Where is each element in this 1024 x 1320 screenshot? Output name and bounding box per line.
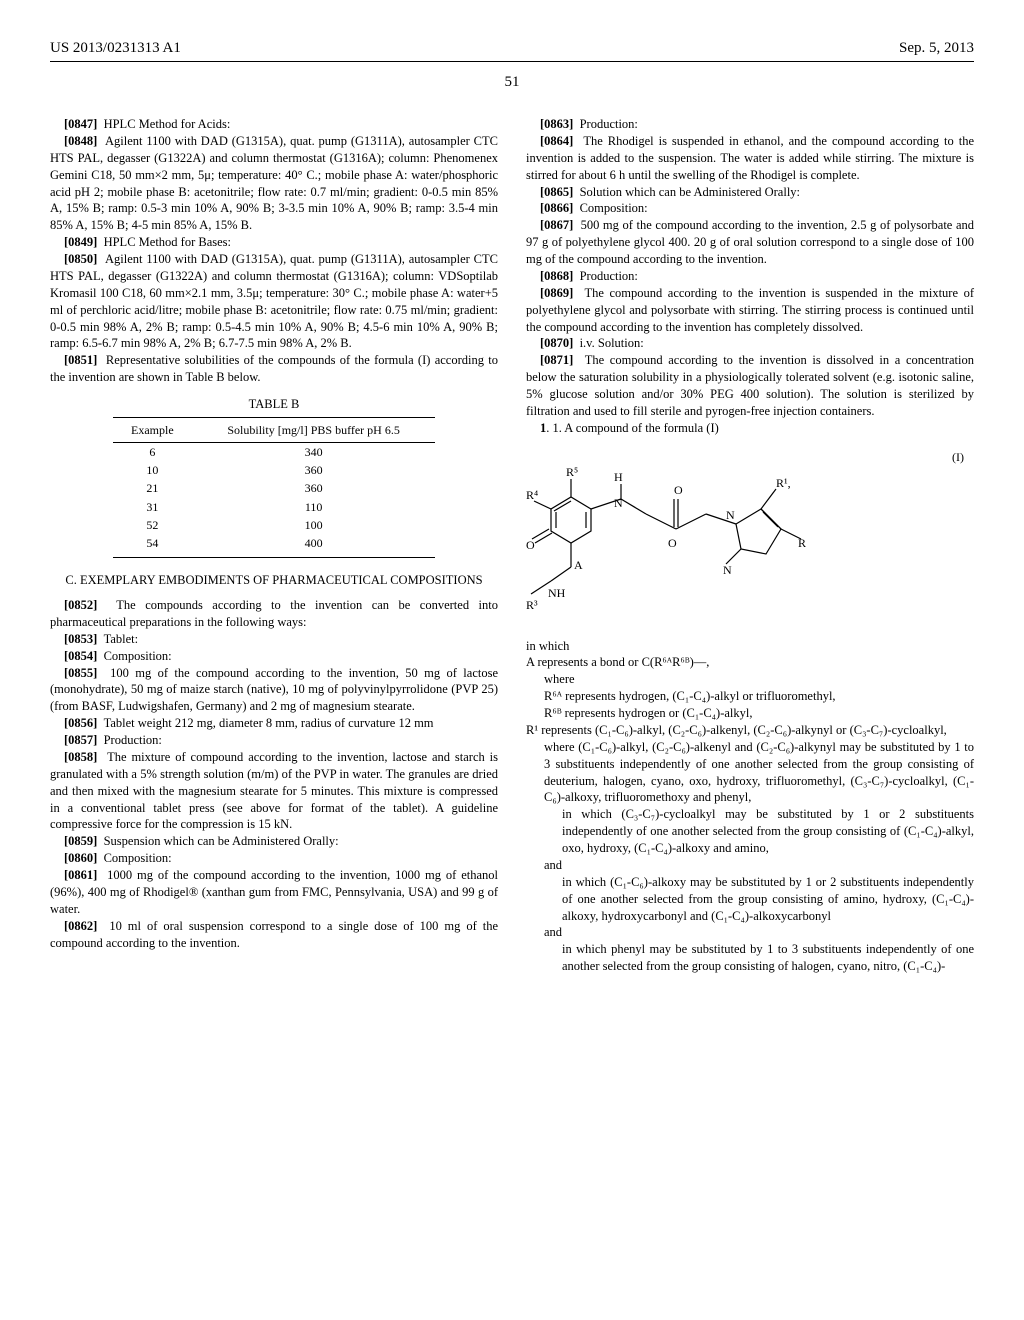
- claim-1: 1. 1. A compound of the formula (I): [526, 420, 974, 437]
- right-column: [0863] Production: [0864] The Rhodigel i…: [526, 116, 974, 975]
- claim-R6A: R⁶ᴬ represents hydrogen, (C₁-C₄)-alkyl o…: [544, 688, 974, 705]
- claim-R1: R¹ represents (C₁-C₆)-alkyl, (C₂-C₆)-alk…: [526, 722, 974, 739]
- para-0866: [0866] Composition:: [526, 200, 974, 217]
- left-column: [0847] HPLC Method for Acids: [0848] Agi…: [50, 116, 498, 975]
- claim-and1: and: [544, 857, 974, 874]
- table-b: Example Solubility [mg/l] PBS buffer pH …: [113, 417, 436, 558]
- para-0852: [0852] The compounds according to the in…: [50, 597, 498, 631]
- svg-text:O: O: [526, 538, 535, 552]
- svg-text:N: N: [614, 496, 623, 510]
- svg-text:A: A: [574, 558, 583, 572]
- claim-inwhich: in which: [526, 638, 974, 655]
- svg-text:R⁵: R⁵: [566, 465, 578, 479]
- svg-text:NH: NH: [548, 586, 566, 600]
- para-0847: [0847] HPLC Method for Acids:: [50, 116, 498, 133]
- claim-R1-sub3: in which (C₁-C₆)-alkoxy may be substitut…: [562, 874, 974, 925]
- svg-text:N: N: [726, 508, 735, 522]
- table-col-example: Example: [113, 417, 192, 442]
- para-0857: [0857] Production:: [50, 732, 498, 749]
- claim-and2: and: [544, 924, 974, 941]
- para-0867: [0867] 500 mg of the compound according …: [526, 217, 974, 268]
- table-row: 52100: [113, 516, 436, 534]
- svg-text:R²: R²: [798, 536, 806, 550]
- para-0869: [0869] The compound according to the inv…: [526, 285, 974, 336]
- claim-A: A represents a bond or C(R⁶ᴬR⁶ᴮ)—,: [526, 654, 974, 671]
- table-row: 10360: [113, 461, 436, 479]
- table-b-title: TABLE B: [50, 396, 498, 413]
- para-0853: [0853] Tablet:: [50, 631, 498, 648]
- svg-text:R¹,: R¹,: [776, 476, 791, 490]
- claim-where: where: [544, 671, 974, 688]
- table-col-solubility: Solubility [mg/l] PBS buffer pH 6.5: [192, 417, 435, 442]
- table-row: 31110: [113, 498, 436, 516]
- publication-date: Sep. 5, 2013: [899, 40, 974, 57]
- para-0854: [0854] Composition:: [50, 648, 498, 665]
- para-0861: [0861] 1000 mg of the compound according…: [50, 867, 498, 918]
- para-0865: [0865] Solution which can be Administere…: [526, 184, 974, 201]
- page-header: US 2013/0231313 A1 Sep. 5, 2013: [50, 40, 974, 62]
- para-0859: [0859] Suspension which can be Administe…: [50, 833, 498, 850]
- para-0871: [0871] The compound according to the inv…: [526, 352, 974, 420]
- svg-text:N: N: [723, 563, 732, 577]
- para-0856: [0856] Tablet weight 212 mg, diameter 8 …: [50, 715, 498, 732]
- para-0855: [0855] 100 mg of the compound according …: [50, 665, 498, 716]
- claim-R6B: R⁶ᴮ represents hydrogen or (C₁-C₄)-alkyl…: [544, 705, 974, 722]
- formula-label: (I): [952, 449, 964, 465]
- para-0862: [0862] 10 ml of oral suspension correspo…: [50, 918, 498, 952]
- formula-diagram-icon: O R¹, R² H N N N R⁵ R⁴ O A O NH R³: [526, 449, 806, 619]
- para-0868: [0868] Production:: [526, 268, 974, 285]
- chemical-formula: (I): [526, 449, 974, 624]
- svg-text:R⁴: R⁴: [526, 488, 538, 502]
- table-row: 54400: [113, 534, 436, 558]
- svg-text:O: O: [674, 483, 683, 497]
- para-0870: [0870] i.v. Solution:: [526, 335, 974, 352]
- para-0864: [0864] The Rhodigel is suspended in etha…: [526, 133, 974, 184]
- claim-R1-sub4: in which phenyl may be substituted by 1 …: [562, 941, 974, 975]
- para-0850: [0850] Agilent 1100 with DAD (G1315A), q…: [50, 251, 498, 352]
- svg-text:H: H: [614, 470, 623, 484]
- patent-number: US 2013/0231313 A1: [50, 40, 181, 57]
- para-0849: [0849] HPLC Method for Bases:: [50, 234, 498, 251]
- para-0848: [0848] Agilent 1100 with DAD (G1315A), q…: [50, 133, 498, 234]
- section-c-title: C. EXEMPLARY EMBODIMENTS OF PHARMACEUTIC…: [50, 572, 498, 589]
- claim-R1-sub1: where (C₁-C₆)-alkyl, (C₂-C₆)-alkenyl and…: [544, 739, 974, 807]
- svg-text:R³: R³: [526, 598, 538, 612]
- table-row: 21360: [113, 479, 436, 497]
- para-0858: [0858] The mixture of compound according…: [50, 749, 498, 833]
- svg-text:O: O: [668, 536, 677, 550]
- table-row: 6340: [113, 443, 436, 462]
- para-0851: [0851] Representative solubilities of th…: [50, 352, 498, 386]
- para-0860: [0860] Composition:: [50, 850, 498, 867]
- page-number: 51: [50, 74, 974, 91]
- para-0863: [0863] Production:: [526, 116, 974, 133]
- claim-R1-sub2: in which (C₃-C₇)-cycloalkyl may be subst…: [562, 806, 974, 857]
